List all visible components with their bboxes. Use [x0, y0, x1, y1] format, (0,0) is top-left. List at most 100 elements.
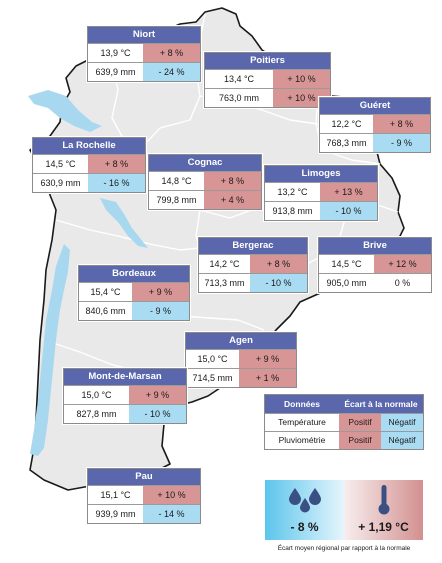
rainfall-deviation: - 9 % — [132, 302, 189, 320]
temperature-row: 13,2 °C + 13 % — [265, 182, 377, 201]
temperature-row: 14,8 °C + 8 % — [149, 171, 261, 190]
temperature-deviation: + 13 % — [320, 183, 377, 201]
station-bordeaux: Bordeaux 15,4 °C + 9 % 840,6 mm - 9 % — [78, 265, 190, 321]
rainfall-value: 827,8 mm — [76, 409, 117, 419]
legend-negative: Négatif — [381, 414, 423, 431]
temperature-value: 15,0 °C — [81, 390, 112, 400]
station-pau: Pau 15,1 °C + 10 % 939,9 mm - 14 % — [87, 468, 201, 524]
rainfall-deviation: 0 % — [374, 274, 431, 292]
rainfall-row: 913,8 mm - 10 % — [265, 201, 377, 220]
rainfall-row: 768,3 mm - 9 % — [320, 133, 430, 152]
temperature-deviation: + 8 % — [143, 44, 200, 62]
rainfall-deviation: + 10 % — [273, 89, 330, 107]
rainfall-value: 639,9 mm — [95, 67, 136, 77]
temperature-row: 15,0 °C + 9 % — [186, 349, 296, 368]
station-brive: Brive 14,5 °C + 12 % 905,0 mm 0 % — [318, 237, 432, 293]
rainfall-deviation: - 9 % — [373, 134, 430, 152]
temperature-value: 14,5 °C — [45, 159, 76, 169]
rainfall-value: 905,0 mm — [326, 278, 367, 288]
legend-positive: Positif — [339, 414, 381, 431]
rainfall-deviation: - 14 % — [143, 505, 200, 523]
temperature-row: 13,9 °C + 8 % — [88, 43, 200, 62]
temperature-deviation: + 9 % — [129, 386, 186, 404]
temperature-deviation: + 8 % — [204, 172, 261, 190]
legend-header: Données Écart à la normale — [265, 395, 423, 413]
station-name: Brive — [319, 238, 431, 254]
temperature-deviation: + 10 % — [273, 70, 330, 88]
temperature-row: 14,2 °C + 8 % — [199, 254, 307, 273]
station-name: Cognac — [149, 155, 261, 171]
rainfall-deviation: - 16 % — [88, 174, 145, 192]
rainfall-row: 799,8 mm + 4 % — [149, 190, 261, 209]
temperature-value: 13,2 °C — [277, 187, 308, 197]
station-name: Pau — [88, 469, 200, 485]
legend-negative: Négatif — [381, 432, 423, 449]
temperature-row: 14,5 °C + 8 % — [33, 154, 145, 173]
temperature-row: 15,0 °C + 9 % — [64, 385, 186, 404]
station-gueret: Guéret 12,2 °C + 8 % 768,3 mm - 9 % — [319, 97, 431, 153]
station-poitiers: Poitiers 13,4 °C + 10 % 763,0 mm + 10 % — [204, 52, 331, 108]
rainfall-deviation: + 4 % — [204, 191, 261, 209]
rainfall-value: 713,3 mm — [204, 278, 245, 288]
rainfall-deviation: - 10 % — [320, 202, 377, 220]
station-niort: Niort 13,9 °C + 8 % 639,9 mm - 24 % — [87, 26, 201, 82]
rainfall-deviation: - 24 % — [143, 63, 200, 81]
temperature-deviation: + 12 % — [374, 255, 431, 273]
station-bergerac: Bergerac 14,2 °C + 8 % 713,3 mm - 10 % — [198, 237, 308, 293]
legend-positive: Positif — [339, 432, 381, 449]
temperature-value: 15,4 °C — [90, 287, 121, 297]
station-mont-de-marsan: Mont-de-Marsan 15,0 °C + 9 % 827,8 mm - … — [63, 368, 187, 424]
temperature-value: 15,0 °C — [197, 354, 228, 364]
station-name: Agen — [186, 333, 296, 349]
station-cognac: Cognac 14,8 °C + 8 % 799,8 mm + 4 % — [148, 154, 262, 210]
rainfall-row: 827,8 mm - 10 % — [64, 404, 186, 423]
temperature-value: 14,5 °C — [331, 259, 362, 269]
station-name: Mont-de-Marsan — [64, 369, 186, 385]
temperature-row: 13,4 °C + 10 % — [205, 69, 330, 88]
temperature-deviation: + 8 % — [373, 115, 430, 133]
temperature-deviation: + 10 % — [143, 486, 200, 504]
station-name: Poitiers — [205, 53, 330, 69]
station-name: Guéret — [320, 98, 430, 114]
regional-summary: - 8 % + 1,19 °C — [265, 480, 423, 540]
rainfall-value: 768,3 mm — [326, 138, 367, 148]
legend-header-data: Données — [284, 399, 320, 409]
summary-caption: Écart moyen régional par rapport à la no… — [277, 545, 411, 552]
legend-table: Données Écart à la normale Température P… — [264, 394, 424, 450]
temperature-deviation: + 9 % — [239, 350, 296, 368]
legend-row-rainfall: Pluviométrie Positif Négatif — [265, 431, 423, 449]
rainfall-value: 714,5 mm — [192, 373, 233, 383]
rainfall-value: 840,6 mm — [85, 306, 126, 316]
rainfall-row: 939,9 mm - 14 % — [88, 504, 200, 523]
rainfall-value: 763,0 mm — [218, 93, 260, 103]
temperature-summary: + 1,19 °C — [344, 480, 423, 540]
rainfall-deviation: + 1 % — [239, 369, 296, 387]
rainfall-value: 939,9 mm — [95, 509, 136, 519]
station-name: Limoges — [265, 166, 377, 182]
rainfall-value: 799,8 mm — [156, 195, 197, 205]
station-limoges: Limoges 13,2 °C + 13 % 913,8 mm - 10 % — [264, 165, 378, 221]
station-name: La Rochelle — [33, 138, 145, 154]
temperature-value: 13,4 °C — [223, 74, 255, 84]
rainfall-row: 714,5 mm + 1 % — [186, 368, 296, 387]
legend-header-deviation: Écart à la normale — [344, 399, 418, 409]
station-name: Bordeaux — [79, 266, 189, 282]
rainfall-deviation: - 10 % — [129, 405, 186, 423]
rainfall-row: 905,0 mm 0 % — [319, 273, 431, 292]
temperature-value: 14,8 °C — [161, 176, 192, 186]
temperature-summary-value: + 1,19 °C — [358, 520, 409, 534]
temperature-value: 13,9 °C — [100, 48, 131, 58]
legend-label: Pluviométrie — [278, 435, 326, 445]
rainfall-summary: - 8 % — [265, 480, 344, 540]
rainfall-row: 713,3 mm - 10 % — [199, 273, 307, 292]
legend-label: Température — [278, 417, 326, 427]
station-name: Bergerac — [199, 238, 307, 254]
temperature-deviation: + 8 % — [250, 255, 307, 273]
legend-row-temperature: Température Positif Négatif — [265, 413, 423, 431]
temperature-row: 14,5 °C + 12 % — [319, 254, 431, 273]
station-la-rochelle: La Rochelle 14,5 °C + 8 % 630,9 mm - 16 … — [32, 137, 146, 193]
thermometer-icon — [378, 485, 390, 515]
temperature-deviation: + 8 % — [88, 155, 145, 173]
station-agen: Agen 15,0 °C + 9 % 714,5 mm + 1 % — [185, 332, 297, 388]
rainfall-row: 630,9 mm - 16 % — [33, 173, 145, 192]
